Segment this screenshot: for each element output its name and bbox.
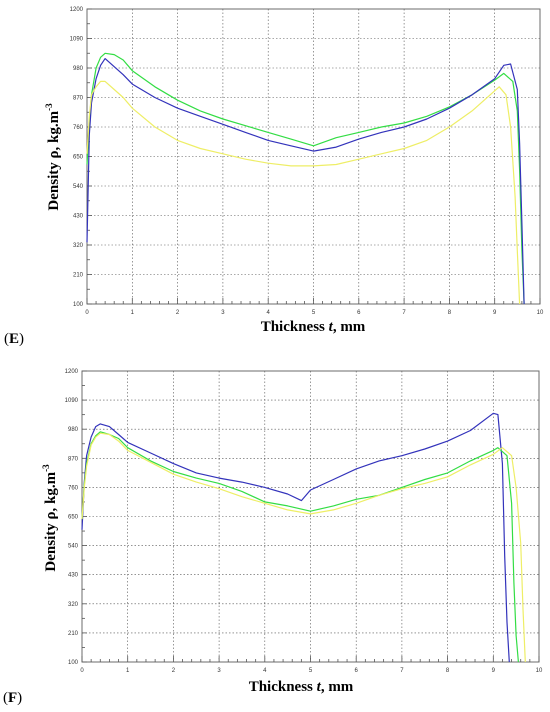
y-tick-label: 980 xyxy=(73,66,84,72)
x-axis-title: Thickness t, mm xyxy=(261,319,366,335)
y-tick-label: 870 xyxy=(68,456,79,462)
y-axis-title: Density ρ, kg.m-3 xyxy=(41,464,59,572)
y-tick-label: 100 xyxy=(73,302,84,308)
y-tick-label: 430 xyxy=(73,214,84,220)
y-tick-labels: 100 210 320 430 540 650 760 870 980 1090 1200 xyxy=(65,369,79,666)
y-tick-label: 1200 xyxy=(65,369,79,375)
x-tick-label: 0 xyxy=(85,310,89,316)
y-tick-labels: 100 210 320 430 540 650 760 870 980 1090 1200 xyxy=(70,7,84,308)
y-tick-label: 980 xyxy=(68,427,79,433)
y-tick-label: 1090 xyxy=(70,37,84,43)
chart-panel-e: 0 1 2 3 4 5 6 7 8 9 10 100 210 320 430 540 650 760 870 980… xyxy=(4,7,544,347)
series-line-3 xyxy=(81,432,526,663)
grid-lines xyxy=(87,9,540,304)
data-series xyxy=(81,412,526,663)
x-tick-label: 9 xyxy=(492,668,496,674)
x-tick-labels: 0 1 2 3 4 5 6 7 8 9 10 xyxy=(85,310,544,316)
series-line-1 xyxy=(86,52,525,305)
y-tick-label: 320 xyxy=(68,602,79,608)
x-tick-label: 1 xyxy=(131,310,135,316)
data-series xyxy=(86,52,525,305)
chart-panel-f: 0 1 2 3 4 5 6 7 8 9 10 100 210 320 430 540 650 760 870 980… xyxy=(3,369,543,706)
x-tick-label: 8 xyxy=(446,668,450,674)
series-line-3 xyxy=(86,80,521,305)
grid-lines xyxy=(82,371,539,662)
tick-marks xyxy=(81,370,540,663)
y-tick-label: 210 xyxy=(73,273,84,279)
y-tick-label: 210 xyxy=(68,631,79,637)
x-tick-label: 3 xyxy=(217,668,221,674)
y-tick-label: 320 xyxy=(73,243,84,249)
x-axis-title: Thickness t, mm xyxy=(249,679,354,695)
x-tick-label: 4 xyxy=(267,310,271,316)
x-tick-label: 9 xyxy=(493,310,497,316)
x-tick-label: 8 xyxy=(448,310,452,316)
x-tick-label: 6 xyxy=(357,310,361,316)
y-axis-title: Density ρ, kg.m-3 xyxy=(44,103,62,211)
x-tick-label: 10 xyxy=(537,310,544,316)
x-tick-label: 0 xyxy=(80,668,84,674)
y-tick-label: 650 xyxy=(73,155,84,161)
x-tick-label: 7 xyxy=(402,310,406,316)
y-tick-label: 760 xyxy=(73,125,84,131)
x-tick-label: 5 xyxy=(312,310,316,316)
x-tick-label: 2 xyxy=(172,668,176,674)
x-tick-label: 3 xyxy=(221,310,225,316)
x-tick-label: 4 xyxy=(263,668,267,674)
x-tick-label: 1 xyxy=(126,668,130,674)
y-tick-label: 870 xyxy=(73,96,84,102)
y-tick-label: 100 xyxy=(68,660,79,666)
series-line-2 xyxy=(81,431,519,663)
y-tick-label: 540 xyxy=(68,544,79,550)
x-tick-label: 6 xyxy=(355,668,359,674)
y-tick-label: 650 xyxy=(68,515,79,521)
y-tick-label: 540 xyxy=(73,184,84,190)
y-tick-label: 1200 xyxy=(70,7,84,13)
y-tick-label: 760 xyxy=(68,485,79,491)
x-tick-label: 7 xyxy=(400,668,404,674)
x-tick-label: 10 xyxy=(536,668,543,674)
x-tick-label: 5 xyxy=(309,668,313,674)
y-tick-label: 430 xyxy=(68,573,79,579)
x-tick-labels: 0 1 2 3 4 5 6 7 8 9 10 xyxy=(80,668,543,674)
x-tick-label: 2 xyxy=(176,310,180,316)
panel-label-e: (E) xyxy=(4,331,24,347)
series-line-1 xyxy=(81,412,510,663)
panel-label-f: (F) xyxy=(3,690,22,706)
y-tick-label: 1090 xyxy=(65,398,79,404)
series-line-2 xyxy=(86,57,525,305)
